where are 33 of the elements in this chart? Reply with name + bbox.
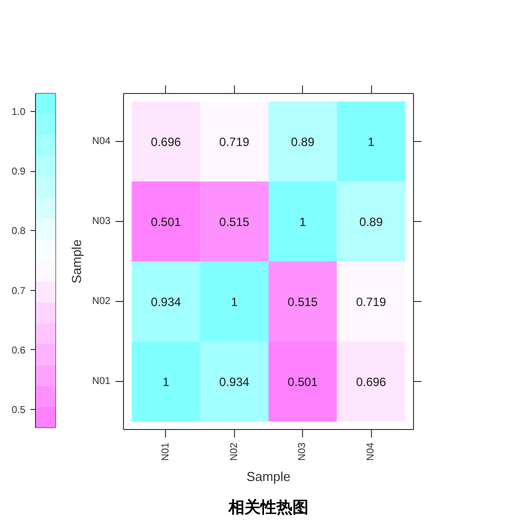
- color-bar-label: 0.8: [12, 226, 26, 238]
- data-label: 0.89: [291, 135, 315, 149]
- data-label: 0.501: [150, 215, 182, 229]
- data-label: 1: [162, 375, 170, 389]
- text: 相关性热图: [228, 498, 308, 516]
- data-label: 0.934: [150, 295, 182, 309]
- color-bar-label: 0.7: [12, 286, 26, 297]
- y-tick-label: N04: [92, 136, 111, 147]
- data-label: 0.696: [356, 375, 386, 389]
- color-bar-label: 0.6: [12, 345, 26, 356]
- x-tick-label: N03: [297, 442, 308, 461]
- data-label: 1: [368, 135, 375, 149]
- x-tick-label: N01: [160, 442, 172, 461]
- y-tick-label: N01: [92, 376, 111, 387]
- x-tick-label: N04: [366, 442, 377, 461]
- data-label: 0.89: [359, 215, 384, 229]
- x-axis-title: Sample: [246, 468, 291, 484]
- y-tick-label: N03: [92, 216, 111, 227]
- data-label: 0.696: [150, 135, 182, 149]
- data-label: 0.719: [219, 135, 250, 149]
- data-label: 0.515: [219, 215, 250, 229]
- data-label: 0.501: [288, 375, 318, 389]
- data-label: 0.719: [356, 295, 386, 309]
- x-tick-label: N02: [228, 442, 240, 461]
- y-axis-title: Sample: [69, 239, 84, 284]
- data-label: 1: [230, 295, 238, 309]
- y-tick-label: N02: [92, 296, 111, 307]
- color-bar-label: 0.5: [12, 405, 26, 416]
- data-label: 1: [299, 215, 306, 229]
- data-label: 0.515: [288, 295, 318, 309]
- color-bar-label: 1.0: [12, 106, 26, 118]
- data-label: 0.934: [219, 375, 250, 389]
- color-bar-label: 0.9: [12, 166, 26, 178]
